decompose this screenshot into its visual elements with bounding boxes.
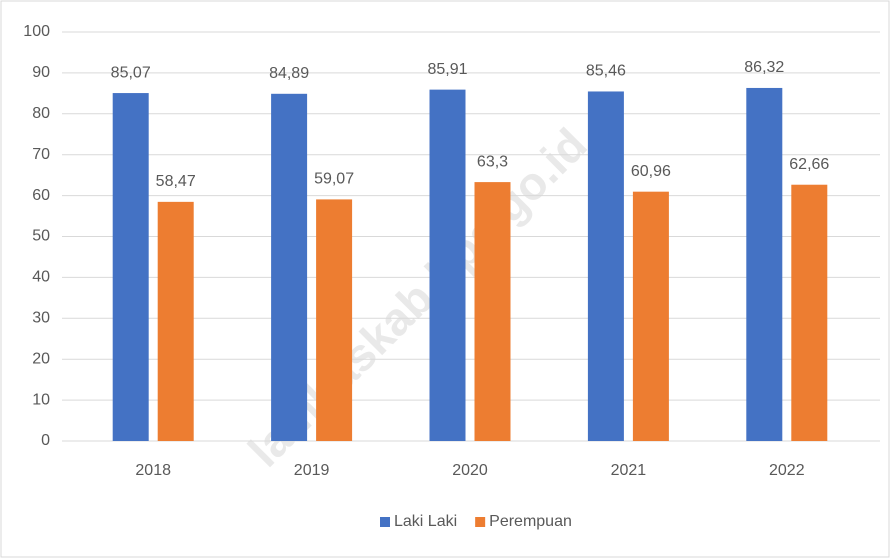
x-tick-label: 2020 [452,462,488,479]
data-label: 86,32 [744,59,784,76]
y-tick-label: 10 [32,391,50,408]
data-label: 63,3 [477,153,508,170]
bar [271,93,308,441]
data-label: 59,07 [314,171,354,188]
bar [112,93,149,442]
bar [157,201,194,441]
legend-label: Laki Laki [394,513,457,530]
bar [474,182,511,441]
x-tick-label: 2018 [135,462,171,479]
bar [587,91,624,441]
data-label: 62,66 [789,156,829,173]
y-tick-label: 0 [41,432,50,449]
y-tick-label: 80 [32,105,50,122]
x-tick-label: 2019 [294,462,330,479]
data-label: 60,96 [631,163,671,180]
data-label: 85,91 [427,61,467,78]
x-tick-label: 2021 [611,462,647,479]
data-label: 85,46 [586,63,626,80]
data-label: 84,89 [269,65,309,82]
y-tick-label: 90 [32,64,50,81]
data-label: 58,47 [156,173,196,190]
y-tick-label: 100 [23,23,50,40]
bar [632,191,669,441]
legend-swatch [475,517,486,527]
bar [429,89,466,441]
y-tick-label: 50 [32,228,50,245]
y-tick-label: 60 [32,187,50,204]
bar [746,87,783,441]
legend-swatch [380,517,390,527]
bar [316,199,353,441]
legend-label: Perempuan [489,513,572,530]
y-tick-label: 70 [32,146,50,163]
y-tick-label: 40 [32,269,50,286]
bar [791,184,828,442]
x-tick-label: 2022 [769,462,805,479]
data-label: 85,07 [111,64,151,81]
y-tick-label: 30 [32,310,50,327]
y-tick-label: 20 [32,350,50,367]
